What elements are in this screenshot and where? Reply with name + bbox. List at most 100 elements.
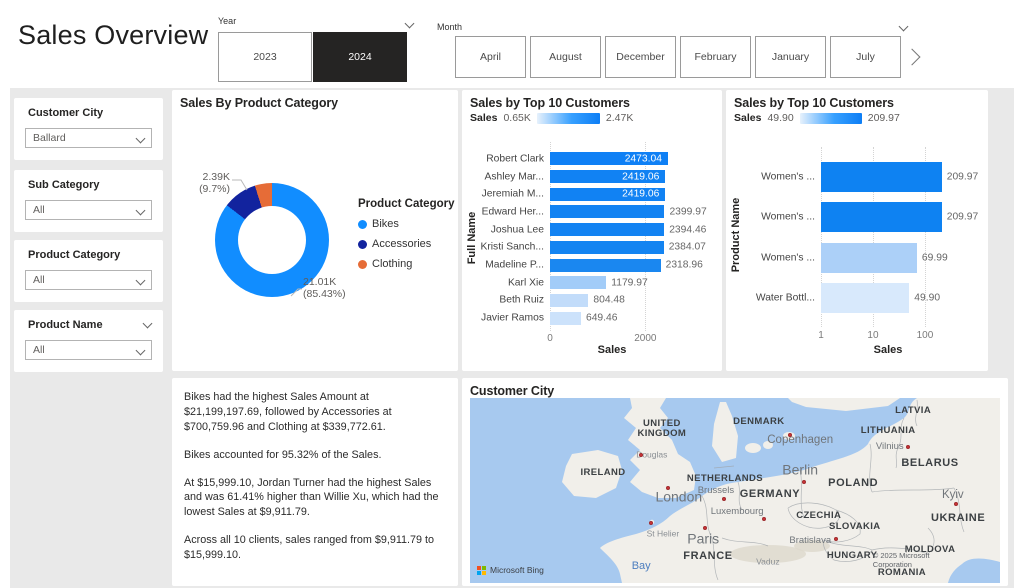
legend-swatch (358, 219, 367, 229)
value-label: 69.99 (921, 252, 948, 264)
legend-item-label: Clothing (372, 258, 413, 270)
bar[interactable] (821, 283, 910, 314)
bar-row[interactable]: Women's ... 209.97 (726, 197, 988, 237)
bar-row[interactable]: Karl Xie 1179.97 (462, 274, 722, 292)
value-label: 2419.06 (622, 171, 660, 183)
map-card: Customer City (462, 378, 1008, 586)
bar-row[interactable]: Edward Her... 2399.97 (462, 203, 722, 221)
bar-row[interactable]: Kristi Sanch... 2384.07 (462, 239, 722, 257)
bar[interactable] (550, 311, 581, 325)
legend-item-clothing[interactable]: Clothing (358, 258, 455, 270)
month-slicer-options: April August December February January July (455, 36, 905, 78)
city-dot (834, 536, 839, 541)
bar[interactable] (550, 205, 665, 219)
month-slicer-label: Month (437, 22, 463, 32)
chevron-down-icon (135, 205, 146, 215)
month-option-august[interactable]: August (530, 36, 601, 78)
map-terrain (562, 398, 1000, 583)
gridline (872, 147, 874, 327)
bar[interactable] (550, 170, 666, 184)
filter-label: Product Category (28, 249, 121, 261)
bar-row[interactable]: Women's ... 69.99 (726, 238, 988, 278)
bar[interactable] (821, 162, 942, 193)
bar[interactable] (821, 242, 917, 273)
next-page-arrow-icon[interactable] (903, 48, 921, 66)
bar[interactable] (550, 187, 666, 201)
bar[interactable] (821, 202, 942, 233)
city-dot (905, 445, 910, 450)
city-dot (762, 516, 767, 521)
city-dot (666, 485, 671, 490)
narrative-paragraph: Across all 10 clients, sales ranged from… (184, 534, 435, 562)
filter-card-product-category: Product Category All (14, 240, 163, 302)
year-option-2024[interactable]: 2024 (313, 32, 407, 82)
month-option-december[interactable]: December (605, 36, 676, 78)
city-dot (788, 433, 793, 437)
value-label: 2473.04 (624, 153, 662, 165)
filter-dropdown-product-category[interactable]: All (25, 270, 152, 290)
legend-item-bikes[interactable]: Bikes (358, 218, 455, 230)
bar-row[interactable]: Water Bottl... 49.90 (726, 278, 988, 318)
chevron-down-icon[interactable] (404, 18, 415, 29)
filter-dropdown-customer-city[interactable]: Ballard (25, 128, 152, 148)
bar-row[interactable]: Robert Clark 2473.04 (462, 150, 722, 168)
category-label: Water Bottl... (755, 292, 815, 304)
chevron-down-icon[interactable] (142, 318, 153, 329)
x-axis-title: Sales (873, 344, 903, 356)
filter-label: Customer City (28, 107, 104, 119)
category-label: Women's ... (761, 211, 815, 223)
gradient-swatch (536, 112, 600, 124)
gridline (645, 142, 647, 331)
donut-callout-accessories: 2.39K (9.7%) (186, 171, 230, 195)
bar-row[interactable]: Joshua Lee 2394.46 (462, 221, 722, 239)
bar-row[interactable]: Women's ... 209.97 (726, 157, 988, 197)
gridline (550, 142, 551, 331)
x-tick-label: 10 (867, 330, 879, 341)
month-option-july[interactable]: July (830, 36, 901, 78)
city-dot (649, 521, 654, 526)
filter-card-customer-city: Customer City Ballard (14, 98, 163, 160)
legend-min: 0.65K (503, 112, 531, 124)
legend-max: 209.97 (867, 112, 900, 124)
legend-swatch (358, 239, 367, 249)
month-option-april[interactable]: April (455, 36, 526, 78)
map[interactable]: UNITED KINGDOM Douglas IRELAND DENMARK Copen… (470, 398, 1000, 583)
bar-row[interactable]: Jeremiah M... 2419.06 (462, 185, 722, 203)
narrative-card: Bikes had the highest Sales Amount at $2… (172, 378, 458, 586)
month-option-january[interactable]: January (755, 36, 826, 78)
legend-max: 2.47K (605, 112, 634, 124)
chevron-down-icon (135, 133, 146, 143)
bar-chart-top-customers: Sales by Top 10 Customers Sales 0.65K 2.… (462, 90, 722, 371)
callout-line: 21.01K (303, 276, 337, 288)
bar-chart-top-products: Sales by Top 10 Customers Sales 49.90 20… (726, 90, 988, 371)
bar[interactable] (550, 293, 589, 307)
filter-card-product-name: Product Name All (14, 310, 163, 372)
bar-row[interactable]: Beth Ruiz 804.48 (462, 292, 722, 310)
narrative-paragraph: Bikes accounted for 95.32% of the Sales. (184, 448, 382, 461)
bar[interactable] (550, 152, 668, 166)
chevron-down-icon[interactable] (898, 21, 909, 32)
value-label: 2399.97 (669, 206, 707, 218)
callout-line: 2.39K (202, 171, 230, 183)
filter-dropdown-product-name[interactable]: All (25, 340, 152, 360)
narrative-paragraph: Bikes had the highest Sales Amount at $2… (184, 391, 392, 433)
category-label: Women's ... (761, 171, 815, 183)
filter-dropdown-sub-category[interactable]: All (25, 200, 152, 220)
bar[interactable] (550, 223, 665, 237)
month-option-february[interactable]: February (680, 36, 751, 78)
value-label: 2419.06 (622, 188, 660, 200)
donut-chart-card: Sales By Product Category 2.39K (9.7%) 21… (172, 90, 458, 371)
category-label: Edward Her... (481, 206, 544, 218)
gradient-swatch (799, 112, 862, 124)
bar[interactable] (550, 258, 661, 272)
x-axis-title: Sales (597, 344, 627, 356)
bar-row[interactable]: Madeline P... 2318.96 (462, 256, 722, 274)
chart-title: Sales by Top 10 Customers (734, 96, 894, 110)
value-label: 804.48 (593, 294, 625, 306)
year-option-2023[interactable]: 2023 (218, 32, 312, 82)
bar[interactable] (550, 276, 607, 290)
bar-row[interactable]: Ashley Mar... 2419.06 (462, 168, 722, 186)
bar-row[interactable]: Javier Ramos 649.46 (462, 309, 722, 327)
legend-item-accessories[interactable]: Accessories (358, 238, 455, 250)
bar[interactable] (550, 240, 664, 254)
